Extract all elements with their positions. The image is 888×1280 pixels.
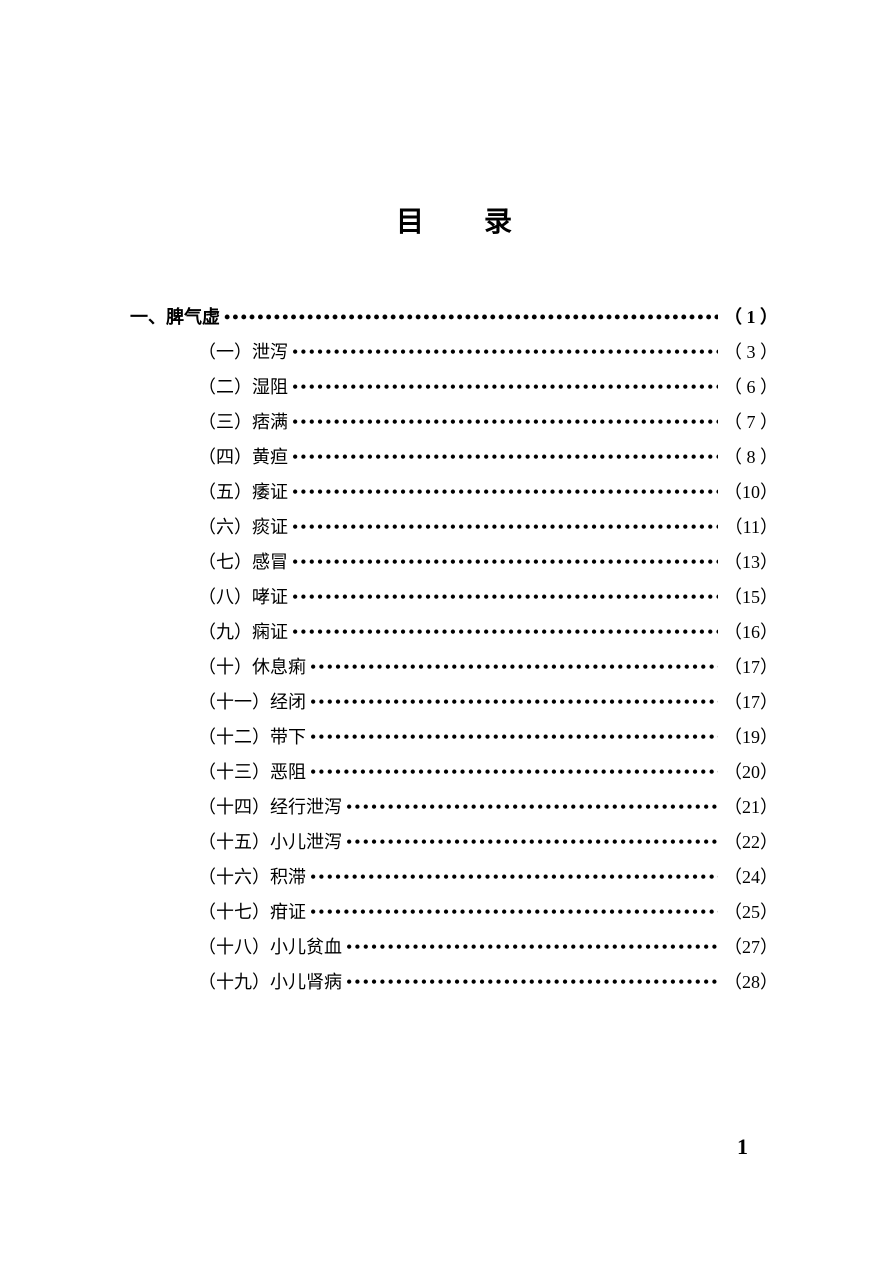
dot-leader xyxy=(288,580,718,615)
dot-leader xyxy=(306,650,718,685)
entry-page: （16） xyxy=(718,615,778,650)
entry-label: （七）感冒 xyxy=(198,545,288,580)
page-number: 1 xyxy=(737,1134,748,1160)
dot-leader xyxy=(220,300,718,335)
entry-page: （11） xyxy=(718,510,778,545)
entry-label: （十六）积滞 xyxy=(198,860,306,895)
entry-page: （ 8 ） xyxy=(718,440,778,475)
toc-entry: （三）痞满 （ 7 ） xyxy=(198,405,778,440)
dot-leader xyxy=(306,755,718,790)
entry-label: （四）黄疸 xyxy=(198,440,288,475)
dot-leader xyxy=(306,720,718,755)
entry-page: （20） xyxy=(718,755,778,790)
toc-entry: （十七）疳证 （25） xyxy=(198,895,778,930)
entry-label: 一、脾气虚 xyxy=(130,300,220,335)
entry-label: （六）痰证 xyxy=(198,510,288,545)
toc-list: 一、脾气虚 （ 1 ） （一）泄泻 （ 3 ） （二）湿阻 （ 6 ） （三）痞满 （ 7 ）… xyxy=(130,300,778,1000)
entry-page: （21） xyxy=(718,790,778,825)
entry-page: （28） xyxy=(718,965,778,1000)
entry-page: （25） xyxy=(718,895,778,930)
toc-title: 目录 xyxy=(130,200,778,240)
entry-page: （ 6 ） xyxy=(718,370,778,405)
dot-leader xyxy=(288,440,718,475)
toc-entry: （十八）小儿贫血 （27） xyxy=(198,930,778,965)
toc-entry: 一、脾气虚 （ 1 ） xyxy=(130,300,778,335)
toc-entry: （四）黄疸 （ 8 ） xyxy=(198,440,778,475)
entry-page: （27） xyxy=(718,930,778,965)
toc-entry: （八）哮证 （15） xyxy=(198,580,778,615)
toc-entry: （十）休息痢 （17） xyxy=(198,650,778,685)
entry-label: （八）哮证 xyxy=(198,580,288,615)
entry-page: （10） xyxy=(718,475,778,510)
entry-label: （二）湿阻 xyxy=(198,370,288,405)
toc-entry: （十五）小儿泄泻 （22） xyxy=(198,825,778,860)
dot-leader xyxy=(288,370,718,405)
entry-label: （十五）小儿泄泻 xyxy=(198,825,342,860)
toc-entry: （一）泄泻 （ 3 ） xyxy=(198,335,778,370)
entry-label: （三）痞满 xyxy=(198,405,288,440)
entry-page: （17） xyxy=(718,650,778,685)
toc-entry: （十九）小儿肾病 （28） xyxy=(198,965,778,1000)
entry-page: （ 3 ） xyxy=(718,335,778,370)
entry-label: （十一）经闭 xyxy=(198,685,306,720)
dot-leader xyxy=(288,615,718,650)
dot-leader xyxy=(306,895,718,930)
entry-page: （ 1 ） xyxy=(718,300,778,335)
dot-leader xyxy=(342,965,718,1000)
entry-label: （九）痫证 xyxy=(198,615,288,650)
entry-label: （十三）恶阻 xyxy=(198,755,306,790)
dot-leader xyxy=(342,825,718,860)
entry-page: （22） xyxy=(718,825,778,860)
entry-label: （十二）带下 xyxy=(198,720,306,755)
entry-label: （十）休息痢 xyxy=(198,650,306,685)
toc-entry: （十一）经闭 （17） xyxy=(198,685,778,720)
dot-leader xyxy=(342,930,718,965)
toc-entry: （十六）积滞 （24） xyxy=(198,860,778,895)
dot-leader xyxy=(288,545,718,580)
entry-label: （五）痿证 xyxy=(198,475,288,510)
dot-leader xyxy=(288,335,718,370)
entry-page: （15） xyxy=(718,580,778,615)
entry-page: （17） xyxy=(718,685,778,720)
entry-label: （十九）小儿肾病 xyxy=(198,965,342,1000)
entry-page: （13） xyxy=(718,545,778,580)
toc-entry: （十三）恶阻 （20） xyxy=(198,755,778,790)
entry-label: （十七）疳证 xyxy=(198,895,306,930)
toc-entry: （五）痿证 （10） xyxy=(198,475,778,510)
toc-entry: （十二）带下 （19） xyxy=(198,720,778,755)
entry-page: （24） xyxy=(718,860,778,895)
dot-leader xyxy=(342,790,718,825)
dot-leader xyxy=(288,405,718,440)
entry-label: （十八）小儿贫血 xyxy=(198,930,342,965)
entry-page: （19） xyxy=(718,720,778,755)
dot-leader xyxy=(306,860,718,895)
toc-entry: （九）痫证 （16） xyxy=(198,615,778,650)
entry-page: （ 7 ） xyxy=(718,405,778,440)
dot-leader xyxy=(288,475,718,510)
entry-label: （十四）经行泄泻 xyxy=(198,790,342,825)
toc-entry: （二）湿阻 （ 6 ） xyxy=(198,370,778,405)
dot-leader xyxy=(288,510,718,545)
toc-entry: （六）痰证 （11） xyxy=(198,510,778,545)
toc-entry: （七）感冒 （13） xyxy=(198,545,778,580)
dot-leader xyxy=(306,685,718,720)
toc-entry: （十四）经行泄泻 （21） xyxy=(198,790,778,825)
entry-label: （一）泄泻 xyxy=(198,335,288,370)
